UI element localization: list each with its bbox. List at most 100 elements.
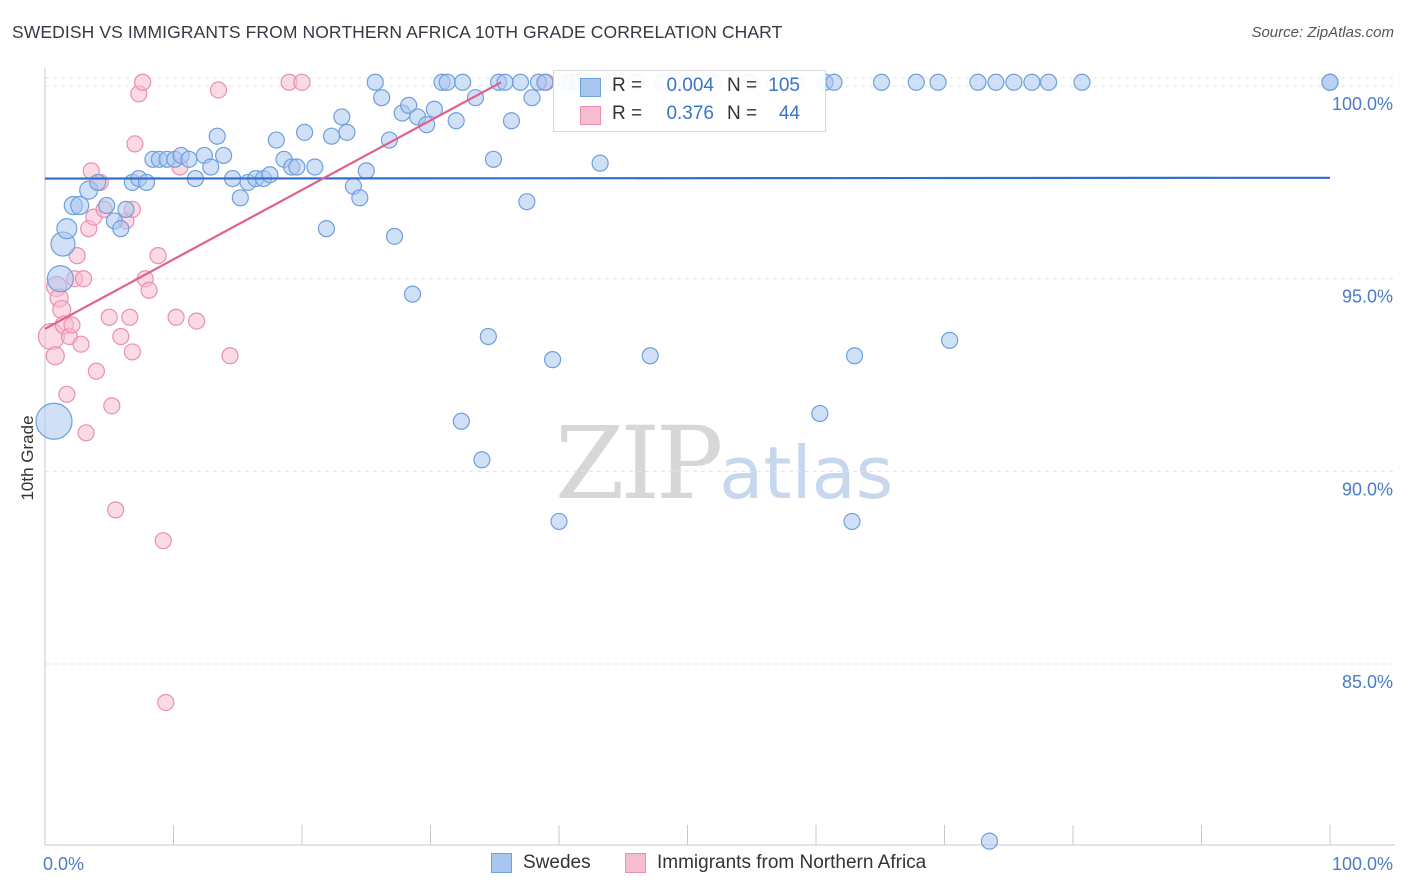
legend-row-swedes: R = 0.004 N = 105 <box>554 73 825 101</box>
data-point <box>351 189 369 207</box>
data-point <box>385 227 404 245</box>
legend-n-label: N = <box>727 75 758 96</box>
legend-swatch-immigrants <box>625 853 646 873</box>
data-point <box>261 166 279 184</box>
data-point <box>523 89 541 107</box>
data-point <box>400 96 418 114</box>
data-point <box>123 343 141 361</box>
data-point <box>267 131 285 149</box>
data-point <box>215 146 233 165</box>
data-point <box>100 308 118 326</box>
gridlines <box>45 77 1395 665</box>
data-point <box>550 512 568 531</box>
data-point <box>231 189 249 207</box>
legend-n-value: 105 <box>768 75 800 96</box>
data-point <box>811 404 829 423</box>
immigrants-points <box>37 73 555 712</box>
legend-n-value: 44 <box>778 103 800 124</box>
legend-swatch-swedes <box>491 853 512 873</box>
data-point <box>357 162 375 180</box>
data-point <box>121 308 139 326</box>
data-point <box>438 73 456 91</box>
data-point <box>1039 73 1058 91</box>
data-point <box>188 312 206 330</box>
y-tick-label: 100.0% <box>1332 94 1393 114</box>
data-point <box>543 351 562 369</box>
x-tick-label-min: 0.0% <box>43 854 84 874</box>
data-point <box>126 135 144 153</box>
data-point <box>98 196 116 215</box>
data-point <box>202 158 220 176</box>
data-point <box>157 693 175 712</box>
data-point <box>1321 73 1339 91</box>
data-point <box>980 832 999 850</box>
legend-label-immigrants: Immigrants from Northern Africa <box>657 852 927 873</box>
data-point <box>333 108 351 126</box>
data-point <box>180 150 198 168</box>
data-point <box>941 331 959 349</box>
data-point <box>103 397 121 415</box>
data-point <box>35 402 73 440</box>
data-point <box>63 316 81 334</box>
legend-row-immigrants: R = 0.376 N = 44 <box>554 101 825 129</box>
data-point <box>518 193 536 211</box>
data-point <box>140 281 158 299</box>
data-point <box>484 150 503 168</box>
x-tick-label-max: 100.0% <box>1332 854 1393 874</box>
legend-r-value: 0.004 <box>666 75 714 96</box>
data-point <box>45 346 65 366</box>
data-point <box>46 265 75 293</box>
data-point <box>338 123 356 141</box>
data-point <box>117 200 135 218</box>
data-point <box>72 335 90 353</box>
legend-r-label: R = <box>612 103 643 124</box>
data-point <box>112 327 130 346</box>
data-point <box>366 73 384 91</box>
tick-labels: 100.0% 95.0% 90.0% 85.0% 0.0% 100.0% <box>43 94 1393 874</box>
data-point <box>149 247 167 265</box>
data-point <box>306 158 324 176</box>
data-point <box>295 123 314 141</box>
data-point <box>473 451 491 469</box>
y-tick-label: 85.0% <box>1342 672 1393 692</box>
trend-line-swedes <box>44 176 1331 180</box>
legend-swatch-immigrants <box>580 106 601 125</box>
data-point <box>107 501 125 519</box>
data-point <box>845 347 864 365</box>
data-point <box>536 73 554 91</box>
legend-swatch-swedes <box>580 78 601 97</box>
data-point <box>1073 73 1091 91</box>
legend-n-label: N = <box>727 103 758 124</box>
y-tick-label: 95.0% <box>1342 287 1393 307</box>
trend-line-immigrants <box>44 81 502 330</box>
data-point <box>56 218 78 240</box>
data-point <box>137 173 156 192</box>
data-point <box>373 89 391 107</box>
data-point <box>872 73 891 91</box>
watermark-zip: ZIP <box>555 405 723 522</box>
swedes-points <box>35 73 1339 850</box>
data-point <box>322 127 341 145</box>
data-point <box>293 73 311 91</box>
zipatlas-watermark: ZIPatlas <box>555 405 893 522</box>
data-point <box>70 195 90 216</box>
data-point <box>68 247 86 265</box>
axes <box>44 68 1395 846</box>
data-point <box>447 112 465 130</box>
data-point <box>167 308 185 326</box>
data-point <box>208 127 226 145</box>
data-point <box>987 73 1005 91</box>
data-point <box>221 347 239 365</box>
data-point <box>454 73 472 91</box>
data-point <box>843 512 861 531</box>
data-point <box>87 362 106 380</box>
data-point <box>929 73 947 91</box>
data-point <box>591 154 609 172</box>
data-point <box>825 73 843 91</box>
data-point <box>77 424 95 442</box>
data-point <box>209 81 228 99</box>
data-point <box>511 73 530 91</box>
data-point <box>502 112 521 130</box>
data-point <box>288 158 306 176</box>
